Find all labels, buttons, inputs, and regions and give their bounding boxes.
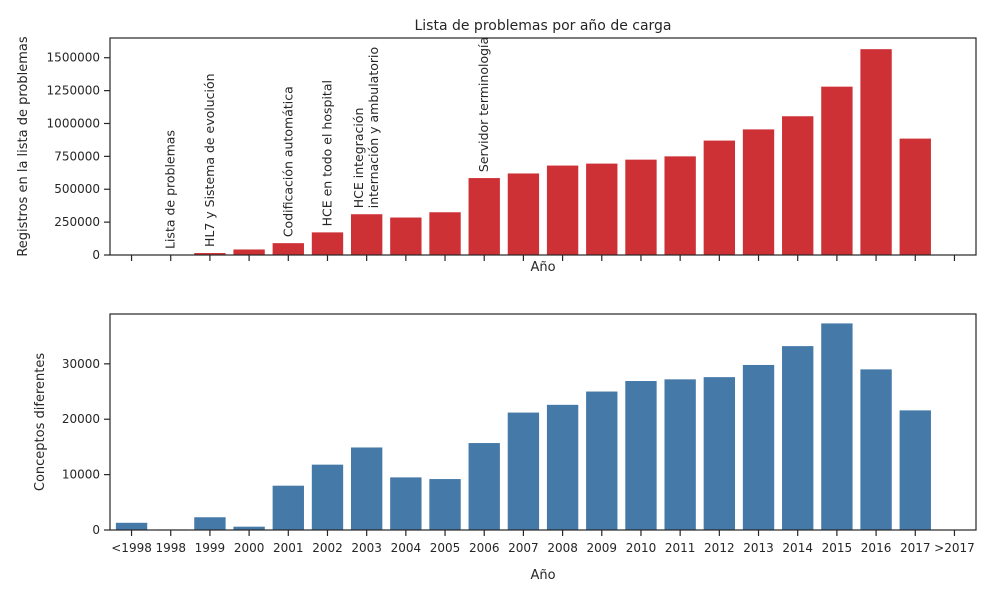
event-annotation: Servidor terminología [476,37,491,172]
axes-frame [109,37,977,256]
bar-2006 [468,178,500,255]
x-tick-label: 2015 [822,541,853,555]
x-tick-label: 2012 [704,541,735,555]
bar-2014 [782,346,814,530]
annotation-line: Lista de problemas [163,130,178,249]
x-tick-label: 2009 [587,541,618,555]
bar-2013 [742,129,775,255]
annotation-line: HCE en todo el hospital [319,80,334,226]
y-tick-label: 10000 [62,468,100,482]
bar-2004 [390,477,422,530]
bar-2010 [625,159,657,255]
bar-2002 [311,232,344,255]
x-tick-label: 2008 [547,541,578,555]
bar-2012 [703,140,736,255]
chart-title: Lista de problemas por año de carga [414,18,671,34]
y-tick-label: 0 [92,523,100,537]
bar-2017 [899,138,931,255]
x-axis-label: Año [530,568,555,583]
y-axis-label: Registros en la lista de problemas [16,36,31,257]
x-tick-label: 2005 [430,541,461,555]
bar-2016 [860,369,892,530]
event-annotation: Codificación automática [280,86,295,237]
x-tick-label: 2011 [665,541,696,555]
y-axis-label: Conceptos diferentes [33,353,48,491]
x-tick-label: 2014 [782,541,813,555]
y-tick-label: 1500000 [47,51,100,65]
bar-2003 [350,447,383,530]
bar-2011 [664,379,696,530]
bar-2007 [507,173,540,255]
y-tick-label: 250000 [54,215,100,229]
bar-2010 [625,381,657,530]
annotation-line: HCE integración [351,108,366,209]
bar-2005 [429,479,461,530]
x-tick-label: 1999 [195,541,226,555]
bar-2002 [311,464,344,530]
x-tick-label: 2003 [351,541,382,555]
x-tick-label: 2007 [508,541,539,555]
y-tick-label: 750000 [54,149,100,163]
bar-2000 [233,249,265,255]
bar-<1998 [115,522,148,530]
bar-2011 [664,156,696,255]
x-tick-label: 2002 [312,541,343,555]
x-tick-label: 1998 [155,541,186,555]
bar-2009 [586,163,618,255]
bar-2017 [899,410,931,530]
x-tick-label: 2010 [626,541,657,555]
event-annotation: HCE integracióninternación y ambulatorio [351,47,381,208]
y-tick-label: 500000 [54,182,100,196]
y-tick-label: 0 [92,248,100,262]
x-tick-label: 2001 [273,541,304,555]
bar-2006 [468,443,500,530]
x-tick-label: 2000 [234,541,265,555]
x-tick-label: 2016 [861,541,892,555]
x-tick-label: 2004 [391,541,422,555]
bar-2015 [821,86,853,255]
bar-1999 [194,253,226,255]
bar-2015 [821,323,853,530]
bar-2009 [586,391,618,530]
annotation-line: HL7 y Sistema de evolución [202,73,217,247]
x-tick-label: <1998 [111,541,152,555]
annotation-line: Servidor terminología [476,37,491,172]
bar-2016 [860,49,892,256]
y-tick-label: 20000 [62,412,100,426]
bar-2005 [429,212,461,255]
event-annotation: HL7 y Sistema de evolución [202,73,217,247]
bar-2008 [546,165,579,255]
event-annotation: HCE en todo el hospital [319,80,334,226]
y-tick-label: 30000 [62,357,100,371]
bar-2013 [742,364,775,530]
bar-2008 [546,404,579,530]
bar-2012 [703,377,736,530]
x-tick-label: 2013 [743,541,774,555]
x-tick-label: 2006 [469,541,500,555]
x-tick-label: 2017 [900,541,931,555]
y-tick-label: 1250000 [47,84,100,98]
bar-2001 [272,485,304,530]
top-bar-chart: 0 250000 500000 750000 1000000 1250000 1500000… [16,18,977,275]
bar-1999 [194,517,226,530]
bar-2014 [782,116,814,255]
annotation-line: Codificación automática [280,86,295,237]
bar-2007 [507,412,540,530]
x-tick-label: >2017 [934,541,975,555]
axes-frame [109,313,977,531]
x-axis-label: Año [530,260,555,275]
event-annotation: Lista de problemas [163,130,178,249]
bar-2004 [390,217,422,255]
y-tick-label: 1000000 [47,116,100,130]
bar-2000 [233,526,265,530]
bottom-bar-chart: <1998 1998 1999 2000 2001 2002 2003 2004 2005 200… [33,313,977,583]
bar-2001 [272,243,304,255]
bar-2003 [350,214,383,255]
annotation-line: internación y ambulatorio [366,47,381,208]
